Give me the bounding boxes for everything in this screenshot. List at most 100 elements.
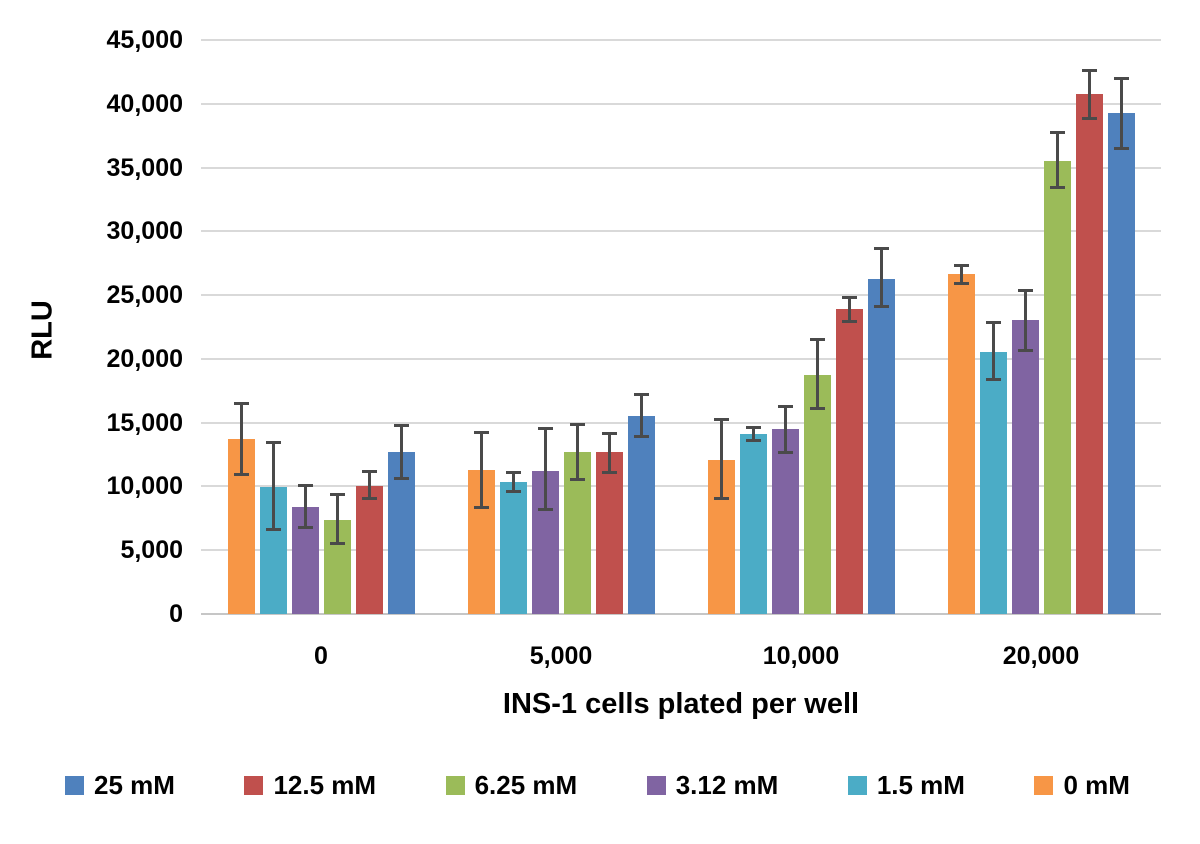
- y-tick-label: 15,000: [106, 408, 183, 437]
- bar-1.5mM-at-5000: [499, 481, 527, 614]
- x-axis-line: [201, 613, 1161, 615]
- legend-item-1.5mM: 1.5 mM: [847, 770, 965, 801]
- error-bar: [713, 418, 729, 501]
- error-bar-part: [639, 393, 643, 438]
- gridline: [201, 421, 1161, 424]
- error-bar-part: [361, 497, 377, 501]
- bar-3.12mM-at-10000: [771, 429, 799, 614]
- error-bar-part: [537, 507, 553, 511]
- legend-swatch-icon: [1034, 776, 1054, 795]
- legend-swatch-icon: [646, 776, 666, 795]
- error-bar: [537, 427, 553, 511]
- error-bar-part: [841, 319, 857, 323]
- gridline: [201, 294, 1161, 297]
- x-tick-label: 20,000: [1002, 642, 1080, 670]
- error-bar-part: [841, 295, 857, 299]
- error-bar-part: [271, 441, 275, 532]
- error-bar-part: [777, 450, 793, 454]
- bar-25mM-at-20000: [1107, 113, 1135, 614]
- error-bar-part: [393, 423, 409, 427]
- legend-item-12.5mM: 12.5 mM: [244, 770, 376, 801]
- error-bar-part: [1119, 76, 1123, 151]
- error-bar: [985, 320, 1001, 381]
- error-bar-part: [633, 393, 649, 397]
- error-bar: [569, 423, 585, 481]
- error-bar-part: [543, 427, 547, 511]
- error-bar-part: [985, 320, 1001, 324]
- bar-12.5mM-at-5000: [595, 452, 623, 614]
- error-bar-part: [959, 263, 963, 285]
- error-bar: [393, 423, 409, 481]
- error-bar-part: [847, 295, 851, 323]
- legend-label: 3.12 mM: [675, 770, 779, 800]
- error-bar: [505, 471, 521, 494]
- error-bar-part: [303, 483, 307, 530]
- error-bar-part: [1017, 348, 1033, 352]
- error-bar-part: [985, 377, 1001, 381]
- legend-item-6.25mM: 6.25 mM: [445, 770, 577, 801]
- bar-25mM-at-10000: [867, 278, 895, 614]
- error-bar-part: [1049, 186, 1065, 190]
- error-bar: [1081, 68, 1097, 120]
- y-axis-title: RLU: [26, 300, 59, 360]
- error-bar-part: [569, 477, 585, 481]
- error-bar: [873, 247, 889, 308]
- error-bar: [1113, 76, 1129, 151]
- error-bar: [1049, 131, 1065, 190]
- y-tick-label: 10,000: [106, 472, 183, 501]
- error-bar-part: [601, 470, 617, 474]
- legend-label: 12.5 mM: [273, 770, 377, 800]
- error-bar-part: [511, 471, 515, 494]
- error-bar: [297, 483, 313, 530]
- bar-3.12mM-at-20000: [1011, 320, 1039, 614]
- error-bar: [633, 393, 649, 438]
- error-bar: [841, 295, 857, 323]
- error-bar-part: [329, 542, 345, 546]
- error-bar-part: [479, 430, 483, 509]
- legend-swatch-icon: [244, 776, 264, 795]
- legend-item-25mM: 25 mM: [65, 770, 175, 801]
- error-bar: [745, 426, 761, 442]
- error-bar-part: [505, 490, 521, 494]
- error-bar: [953, 263, 969, 285]
- error-bar-part: [991, 320, 995, 381]
- error-bar-part: [879, 247, 883, 308]
- error-bar-part: [633, 434, 649, 438]
- error-bar: [233, 402, 249, 477]
- error-bar-part: [537, 427, 553, 431]
- error-bar-part: [953, 263, 969, 267]
- gridline: [201, 485, 1161, 488]
- error-bar-part: [575, 423, 579, 481]
- legend-item-0mM: 0 mM: [1034, 770, 1130, 801]
- error-bar-part: [233, 402, 249, 406]
- bar-1.5mM-at-20000: [979, 351, 1007, 614]
- error-bar: [1017, 289, 1033, 352]
- x-axis-title: INS-1 cells plated per well: [502, 688, 860, 720]
- error-bar-part: [745, 438, 761, 442]
- error-bar-part: [601, 432, 617, 436]
- error-bar-part: [873, 247, 889, 251]
- error-bar-part: [809, 338, 825, 342]
- error-bar: [777, 404, 793, 454]
- y-tick-label: 20,000: [106, 344, 183, 373]
- legend-item-3.12mM: 3.12 mM: [646, 770, 779, 801]
- legend-swatch-icon: [445, 776, 465, 795]
- error-bar-part: [751, 426, 755, 442]
- error-bar-part: [473, 430, 489, 434]
- error-bar-part: [1113, 76, 1129, 80]
- error-bar-part: [745, 426, 761, 430]
- error-bar: [601, 432, 617, 474]
- error-bar-part: [367, 469, 371, 501]
- error-bar-part: [265, 441, 281, 445]
- error-bar-part: [393, 477, 409, 481]
- error-bar: [265, 441, 281, 532]
- y-tick-label: 40,000: [106, 89, 183, 118]
- error-bar: [809, 338, 825, 410]
- legend-label: 0 mM: [1063, 770, 1130, 800]
- bar-12.5mM-at-10000: [835, 309, 863, 614]
- error-bar-part: [777, 404, 793, 408]
- error-bar-part: [233, 473, 249, 477]
- bar-6.25mM-at-20000: [1043, 160, 1071, 614]
- error-bar-part: [361, 469, 377, 473]
